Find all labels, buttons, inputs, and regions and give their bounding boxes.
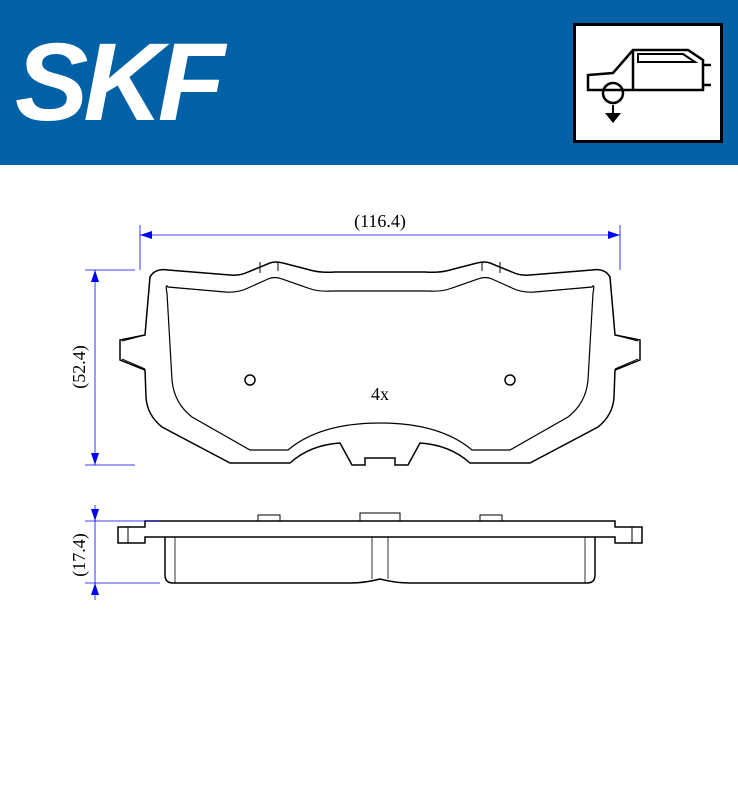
front-view	[120, 262, 640, 465]
height-dimension: (52.4)	[69, 270, 135, 465]
front-axle-icon	[583, 35, 713, 130]
width-dimension: (116.4)	[140, 211, 620, 270]
technical-drawing: (116.4) (52.4)	[0, 165, 738, 800]
dim-width-text: (116.4)	[354, 211, 406, 232]
quantity-label: 4x	[371, 384, 389, 404]
side-view	[118, 513, 642, 583]
header-banner: SKF	[0, 0, 738, 165]
brand-logo: SKF	[15, 19, 220, 146]
dim-height-text: (52.4)	[69, 345, 90, 389]
thickness-dimension: (17.4)	[69, 505, 160, 600]
position-indicator-box	[573, 23, 723, 143]
dim-thickness-text: (17.4)	[69, 533, 90, 577]
